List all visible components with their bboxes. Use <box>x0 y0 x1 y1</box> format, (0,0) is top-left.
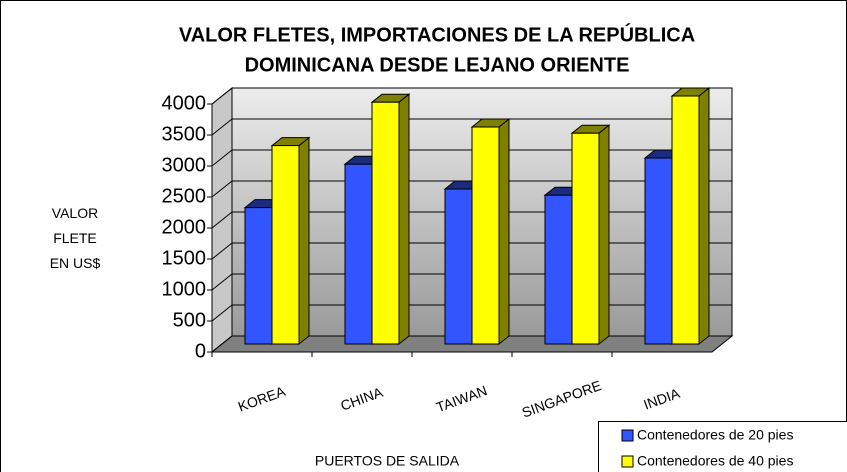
y-tick-label: 2500 <box>162 185 207 207</box>
y-tick-label: 4000 <box>162 92 207 114</box>
y-axis-title: VALOR FLETE EN US$ <box>49 205 101 271</box>
bar <box>470 117 511 346</box>
bar-front <box>644 157 673 345</box>
legend-swatch <box>621 455 634 468</box>
bar <box>670 86 711 346</box>
grid-line <box>211 87 233 105</box>
grid-line <box>211 335 233 353</box>
bar-side <box>498 117 510 346</box>
grid-line <box>211 304 233 322</box>
bar-front <box>271 145 300 345</box>
chart-title: DOMINICANA DESDE LEJANO ORIENTE <box>245 54 630 76</box>
y-tick-label: 2000 <box>162 216 207 238</box>
y-tick-label: 0 <box>195 340 206 362</box>
bar <box>270 136 311 346</box>
chart-title: VALOR FLETES, IMPORTACIONES DE LA REPÚBL… <box>179 22 695 46</box>
bar-side <box>298 136 310 346</box>
legend-box <box>598 421 847 472</box>
bar-front <box>344 163 373 345</box>
grid-line <box>211 118 233 136</box>
y-tick-label: 3000 <box>162 154 207 176</box>
bar-front <box>444 188 473 345</box>
legend-label: Contenedores de 20 pies <box>637 427 793 443</box>
bar <box>570 124 611 346</box>
x-axis-title: PUERTOS DE SALIDA <box>315 453 460 469</box>
bar-front <box>371 101 400 345</box>
y-tick-label: 1500 <box>162 247 207 269</box>
bar-front <box>544 194 573 345</box>
grid-line <box>211 242 233 260</box>
bar-front <box>671 95 700 345</box>
grid-line <box>211 211 233 229</box>
bar-side <box>598 124 610 346</box>
bar-front <box>471 126 500 345</box>
bar <box>370 93 411 346</box>
y-tick-label: 500 <box>173 309 206 331</box>
y-tick-label: 1000 <box>162 278 207 300</box>
grid-line <box>211 180 233 198</box>
grid-line <box>211 273 233 291</box>
y-tick-label: 3500 <box>162 123 207 145</box>
bar-side <box>398 93 410 346</box>
bar-front <box>244 207 273 345</box>
legend-swatch <box>621 429 634 442</box>
grid-line <box>211 149 233 167</box>
legend-label: Contenedores de 40 pies <box>637 453 793 469</box>
bar-front <box>571 132 600 345</box>
bar-side <box>698 86 710 346</box>
